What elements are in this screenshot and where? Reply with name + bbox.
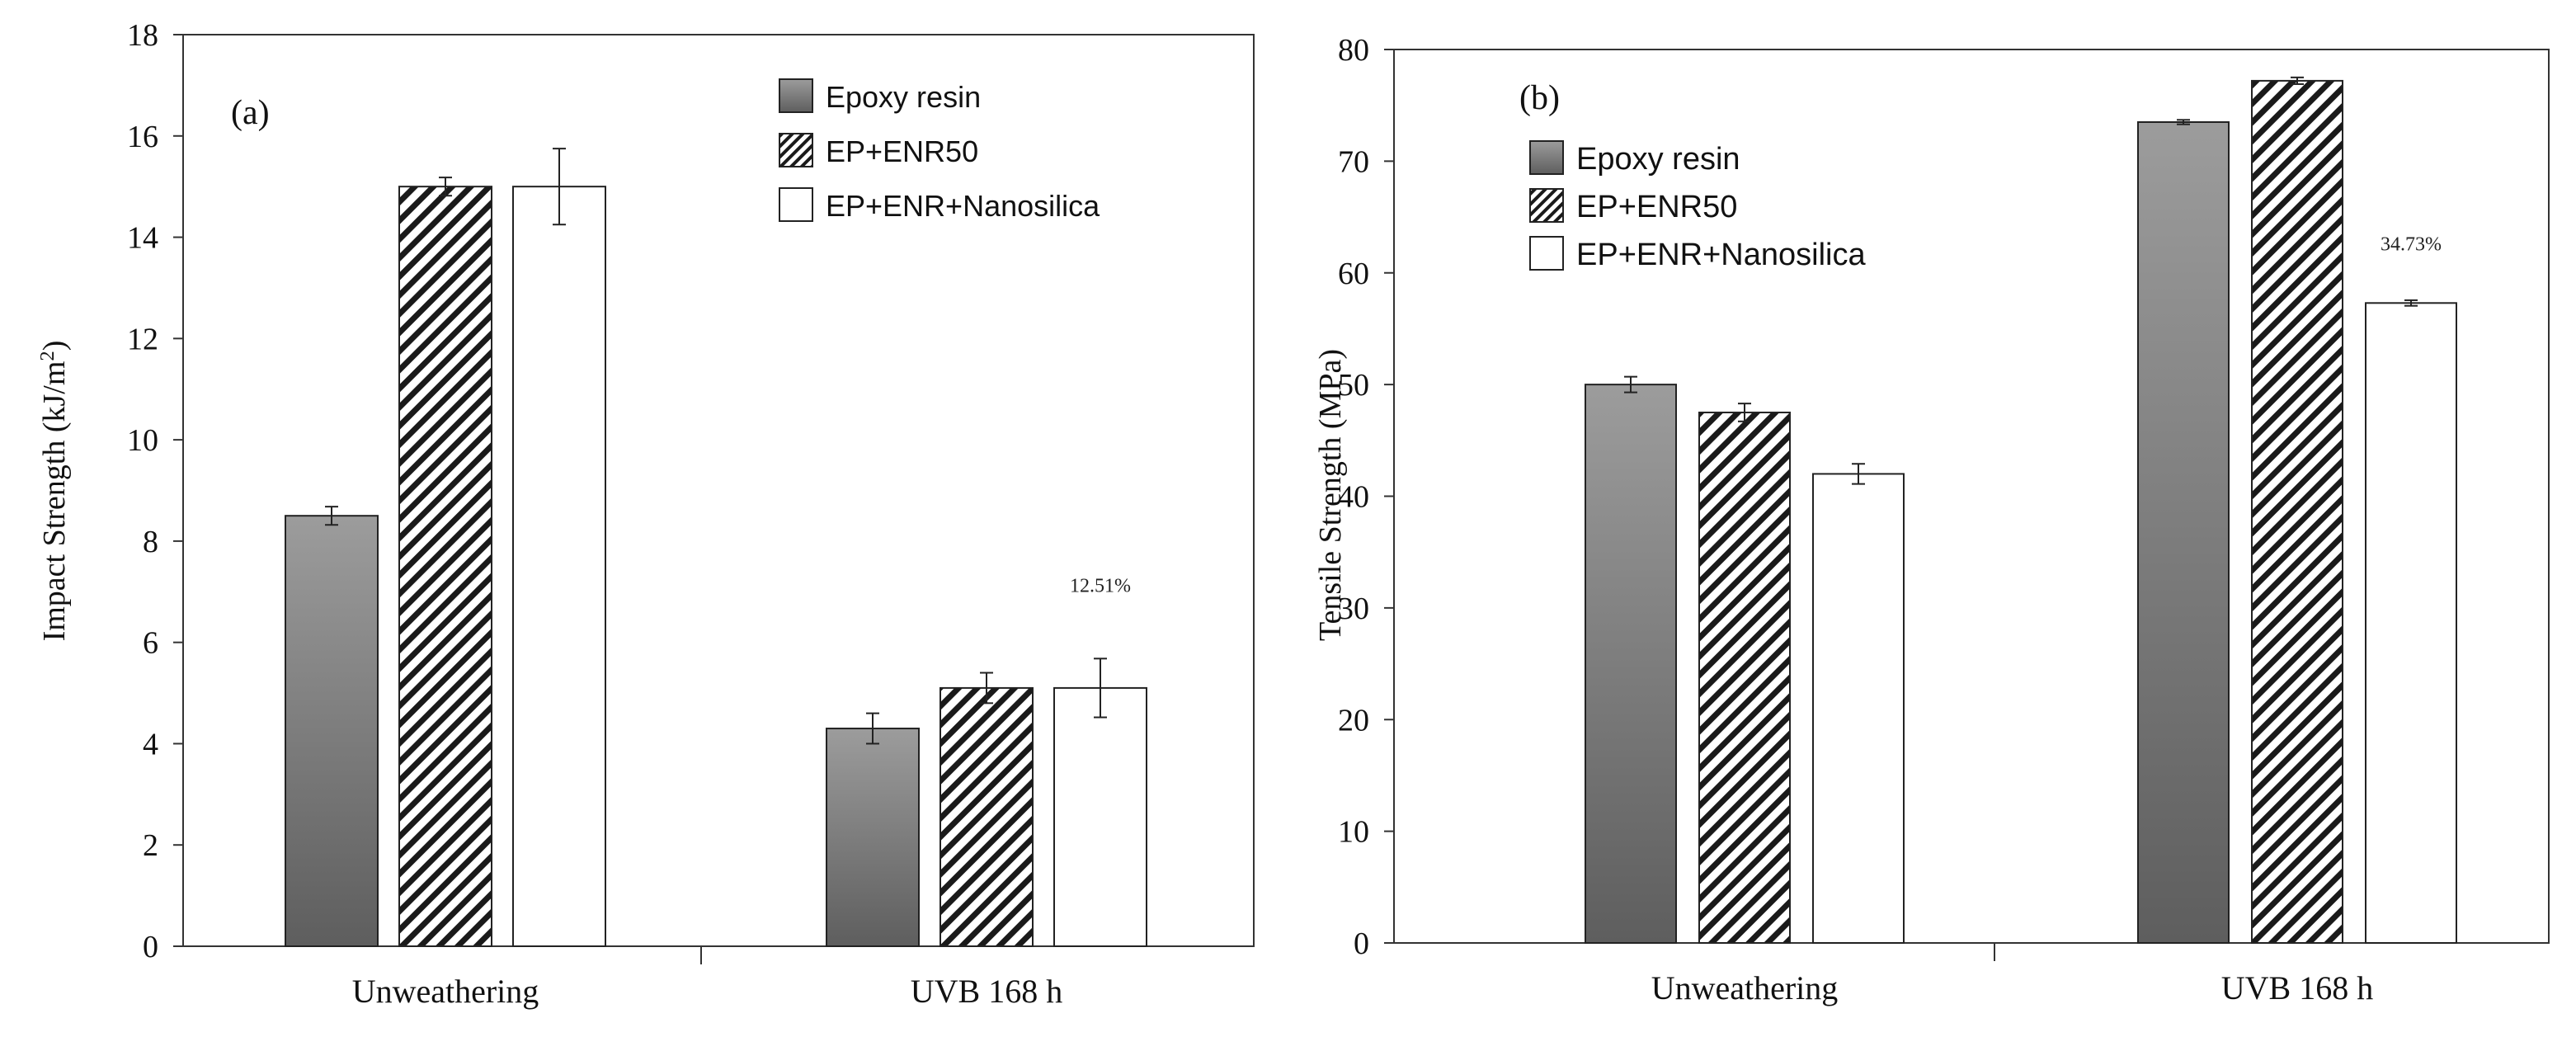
bar-ep-enr50-0 (398, 186, 492, 947)
panel-label: (b) (1519, 79, 1560, 117)
bar-annotation: 34.73% (2381, 234, 2442, 256)
legend-label: Epoxy resin (826, 80, 981, 114)
y-tick-label: 14 (127, 221, 158, 256)
legend-label: Epoxy resin (1576, 142, 1740, 177)
y-tick-label: 18 (127, 18, 158, 53)
legend-swatch (1529, 236, 1564, 271)
y-tick-label: 8 (143, 525, 158, 559)
bar-ep-enr50-0 (1698, 411, 1791, 944)
x-category-label: Unweathering (1651, 969, 1839, 1006)
bar-ep-enr-nanosilica-0 (1812, 473, 1905, 944)
legend-swatch (779, 133, 813, 167)
legend: Epoxy resin EP+ENR50 EP+ENR+Nanosilica (779, 78, 1100, 223)
legend-swatch (779, 187, 813, 222)
y-tick-label: 10 (1338, 815, 1369, 850)
y-tick-label: 50 (1338, 368, 1369, 403)
y-tick-label: 70 (1338, 144, 1369, 179)
x-category-label: Unweathering (352, 973, 539, 1010)
legend-swatch (1529, 140, 1564, 175)
y-tick-label: 2 (143, 828, 158, 863)
y-tick-label: 10 (127, 423, 158, 458)
legend-swatch (779, 78, 813, 113)
legend-label: EP+ENR50 (1576, 190, 1737, 224)
bar-ep-enr50-1 (940, 686, 1034, 948)
legend: Epoxy resin EP+ENR50 EP+ENR+Nanosilica (1529, 140, 1866, 272)
bar-epoxy-resin-0 (285, 515, 379, 947)
y-tick-label: 0 (1354, 926, 1369, 961)
bar-epoxy-resin-1 (2137, 120, 2230, 944)
y-tick-label: 30 (1338, 592, 1369, 626)
bar-epoxy-resin-0 (1585, 384, 1677, 944)
y-tick-label: 20 (1338, 703, 1369, 738)
panel-label: (a) (231, 94, 270, 132)
x-category-label: UVB 168 h (2221, 969, 2373, 1006)
plot-frame (182, 34, 1255, 947)
bar-ep-enr-nanosilica-1 (2365, 302, 2457, 944)
y-tick-label: 4 (143, 727, 158, 761)
x-category-label: UVB 168 h (911, 973, 1062, 1010)
y-axis-title: Impact Strength (kJ/m2) (36, 341, 73, 642)
y-axis-title: Tensile Strength (MPa) (1313, 349, 1348, 641)
bar-epoxy-resin-1 (826, 728, 920, 947)
bar-ep-enr-nanosilica-1 (1053, 686, 1147, 948)
bar-annotation: 12.51% (1070, 575, 1131, 596)
bar-ep-enr50-1 (2251, 79, 2343, 944)
y-tick-label: 12 (127, 322, 158, 356)
bar-ep-enr-nanosilica-0 (512, 186, 606, 947)
legend-label: EP+ENR50 (826, 134, 978, 168)
chart-panel-a: 0 2 4 6 8 10 12 14 16 18 Unweathering UVB 168 h Impa… (36, 18, 1255, 1010)
y-tick-label: 0 (143, 930, 158, 964)
legend-label: EP+ENR+Nanosilica (826, 189, 1100, 223)
legend-label: EP+ENR+Nanosilica (1576, 238, 1866, 272)
y-tick-label: 80 (1338, 33, 1369, 68)
y-tick-label: 60 (1338, 257, 1369, 291)
chart-panel-b: 0 10 20 30 40 50 60 70 80 Unweathering UVB 168 h Te… (1313, 33, 2550, 1006)
y-tick-label: 16 (127, 120, 158, 154)
y-tick-label: 40 (1338, 480, 1369, 515)
legend-swatch (1529, 188, 1564, 223)
y-tick-label: 6 (143, 626, 158, 661)
